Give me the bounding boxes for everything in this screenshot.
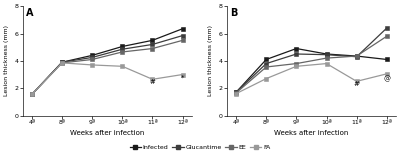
Y-axis label: Lesion thickness (mm): Lesion thickness (mm) [208,25,213,96]
X-axis label: Weeks after infection: Weeks after infection [274,130,349,136]
Text: B: B [230,8,238,18]
Text: *: * [181,75,184,81]
Text: A: A [26,8,34,18]
Y-axis label: Lesion thickness (mm): Lesion thickness (mm) [4,25,9,96]
Text: #: # [150,79,156,85]
X-axis label: Weeks after infection: Weeks after infection [70,130,144,136]
Text: @: @ [383,76,390,83]
Legend: Infected, Glucantime, EE, FA: Infected, Glucantime, EE, FA [127,142,273,153]
Text: #: # [354,81,360,87]
